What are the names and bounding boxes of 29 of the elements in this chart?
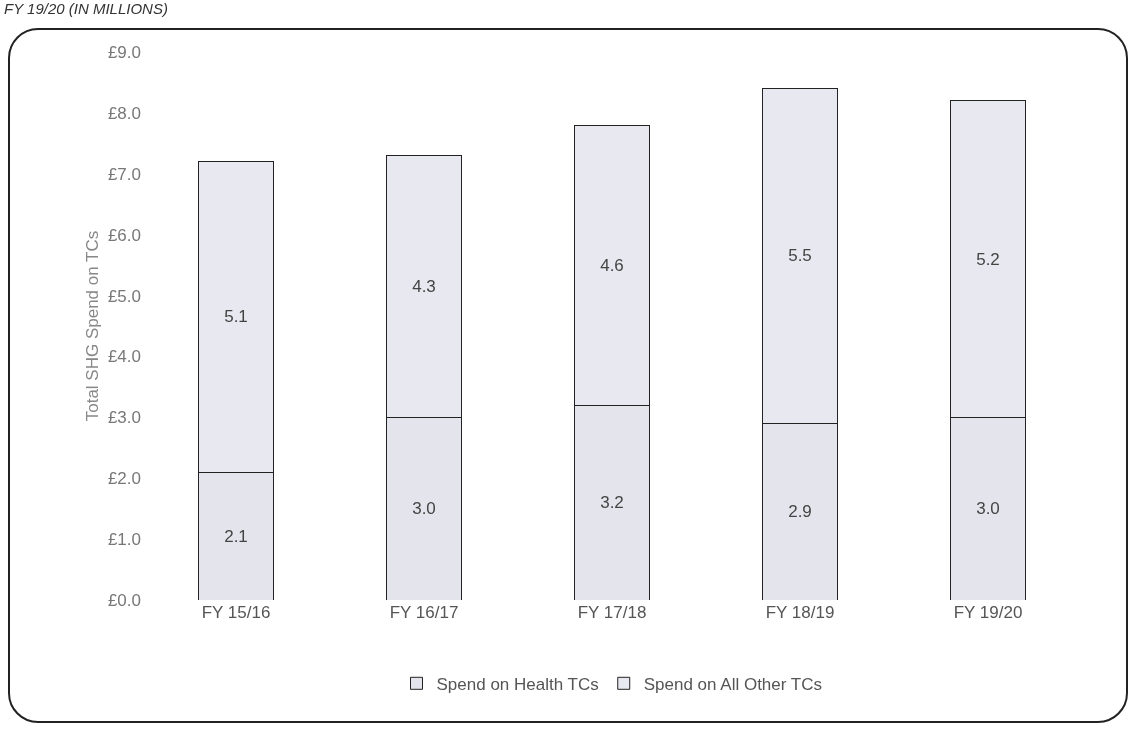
y-tick-label: £5.0 [107,286,141,306]
y-tick-label: £3.0 [107,408,141,428]
data-label: 4.6 [600,255,624,275]
x-tick-label: FY 17/18 [577,603,647,622]
y-tick-label: £9.0 [107,42,141,62]
x-tick-label: FY 16/17 [389,603,459,622]
x-tick-label: FY 18/19 [765,603,835,622]
y-tick-label: £8.0 [107,103,141,123]
y-tick-label: £4.0 [107,347,141,367]
y-tick-label: £1.0 [107,530,141,550]
y-tick-label: £6.0 [107,225,141,245]
y-tick-label: £7.0 [107,164,141,184]
y-tick-label: £2.0 [107,469,141,489]
data-label: 5.1 [224,307,248,327]
data-label: 4.3 [412,276,436,296]
x-tick-label: FY 19/20 [953,603,1023,622]
chart-subtitle: FY 19/20 (IN MILLIONS) [4,0,168,17]
data-label: 3.0 [412,499,436,519]
y-axis-title: Total SHG Spend on TCs [83,230,102,422]
data-label: 3.0 [976,499,1000,519]
data-label: 3.2 [600,493,624,513]
y-tick-label: £0.0 [107,590,141,610]
data-label: 5.2 [976,249,1000,269]
data-label: 2.1 [224,526,248,546]
x-tick-label: FY 15/16 [201,603,271,622]
data-label: 5.5 [788,246,812,266]
data-label: 2.9 [788,502,812,522]
legend-label: Spend on Health TCs [436,674,599,694]
legend-label: Spend on All Other TCs [643,674,823,694]
